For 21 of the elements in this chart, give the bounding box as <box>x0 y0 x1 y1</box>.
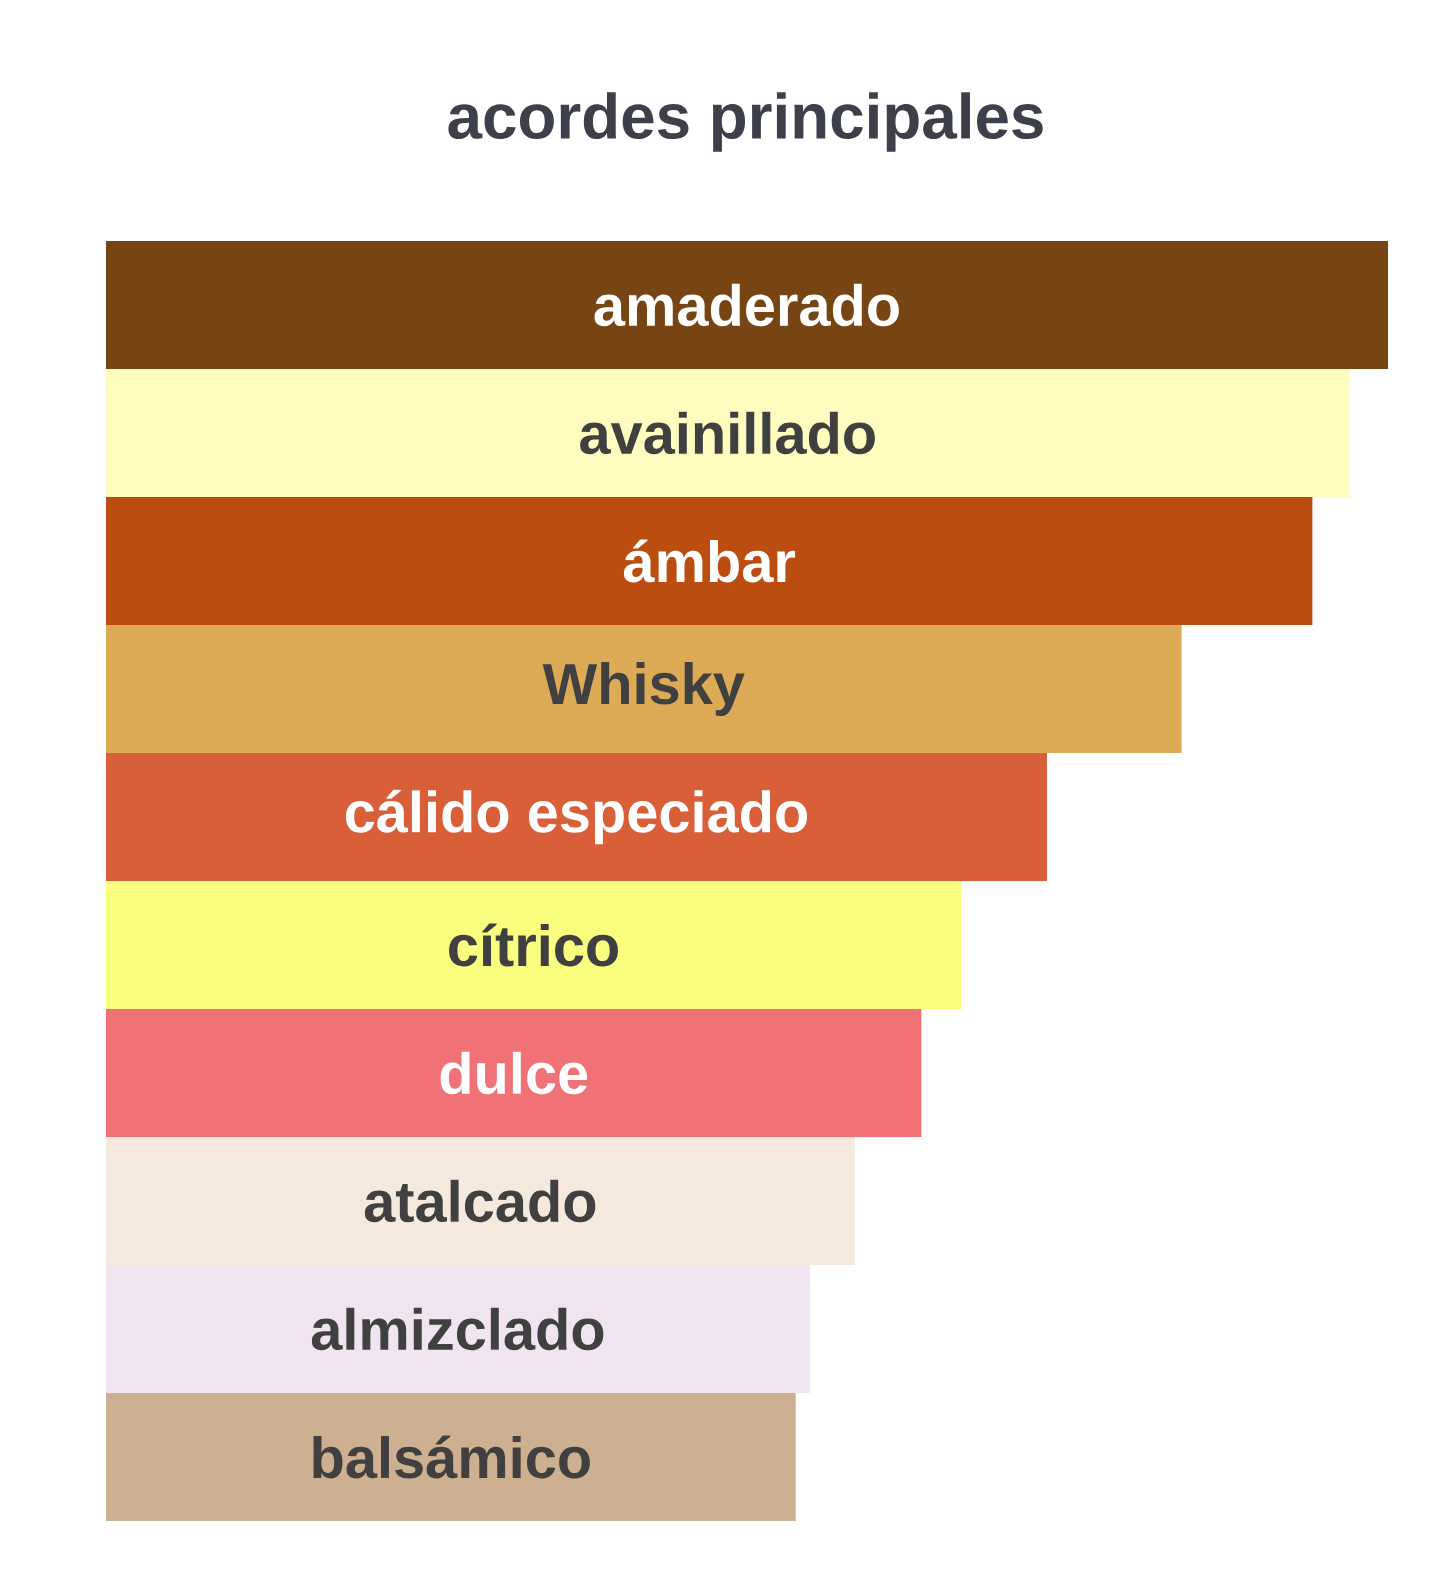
y-tick-label: almizclado <box>311 1307 604 1351</box>
y-tick-label: cítrico <box>449 923 618 967</box>
y-tick-label: avainillado <box>580 411 875 455</box>
bar <box>106 625 1182 754</box>
y-tick-label: Whisky <box>542 662 745 716</box>
chart-title: acordes principales <box>448 92 1043 152</box>
y-tick-label: dulce <box>440 1051 588 1095</box>
y-tick-label: atalcado <box>364 1179 596 1223</box>
bar <box>106 369 1350 498</box>
bar <box>106 1009 922 1138</box>
bar <box>106 1137 855 1266</box>
bar <box>106 241 1389 370</box>
bar <box>106 1265 810 1394</box>
bar <box>106 881 962 1010</box>
bar <box>106 753 1047 882</box>
y-tick-label: ámbar <box>623 539 796 583</box>
y-tick-label: cálido especiado <box>345 789 808 845</box>
y-tick-label: balsámico <box>313 1435 590 1479</box>
y-tick-label: amaderado <box>594 283 899 327</box>
bar <box>106 497 1313 626</box>
bar <box>106 1393 796 1522</box>
